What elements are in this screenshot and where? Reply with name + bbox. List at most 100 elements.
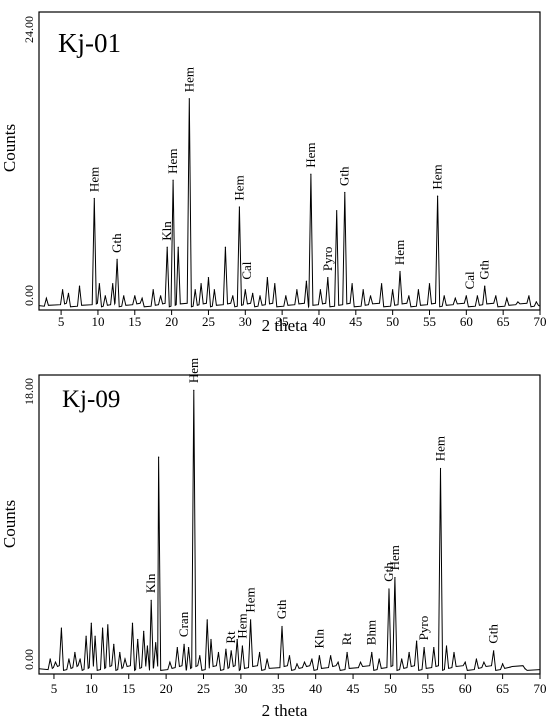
- peak-point: [318, 655, 321, 657]
- peak-point: [416, 640, 418, 642]
- peak-point: [436, 195, 439, 197]
- peak-point: [85, 635, 87, 637]
- peak-point: [94, 635, 96, 637]
- x-tick-label: 45: [347, 681, 360, 696]
- peak-point: [45, 297, 47, 299]
- peak-point: [207, 276, 210, 279]
- peak-point: [464, 661, 466, 663]
- peak-point: [146, 645, 149, 647]
- x-tick-label: 60: [460, 314, 473, 329]
- peak-point: [250, 619, 252, 621]
- y-max-label: 24.00: [22, 16, 36, 43]
- peak-point: [172, 179, 174, 181]
- peak-point: [378, 658, 380, 660]
- peak-point: [159, 295, 162, 297]
- peak-point: [454, 297, 456, 299]
- peak-point: [187, 646, 190, 649]
- peak-annotation: Gth: [274, 599, 289, 619]
- peak-point: [258, 651, 261, 654]
- y-axis-title: Counts: [0, 124, 19, 172]
- peak-point: [296, 289, 298, 291]
- peak-point: [143, 630, 145, 632]
- x-tick-label: 50: [386, 314, 399, 329]
- peak-point: [388, 588, 390, 590]
- peak-point: [224, 246, 227, 248]
- peak-point: [337, 661, 339, 663]
- peak-point: [123, 295, 125, 297]
- peak-point: [213, 289, 215, 291]
- peak-point: [380, 283, 383, 285]
- x-tick-label: 65: [497, 314, 510, 329]
- peak-annotation: Kln: [159, 221, 174, 241]
- peak-annotation: Hem: [181, 67, 196, 92]
- x-tick-label: 40: [312, 314, 325, 329]
- peak-point: [483, 661, 485, 663]
- peak-point: [200, 283, 202, 285]
- peak-annotation: Hem: [392, 240, 407, 265]
- x-tick-label: 50: [384, 681, 397, 696]
- peak-point: [252, 292, 254, 294]
- x-tick-label: 65: [496, 681, 509, 696]
- x-tick-label: 15: [128, 314, 141, 329]
- peak-point: [266, 276, 268, 279]
- chart-panel-1: 5 10 15 20 25 30 35 40 45 50 55 60 65 70 24.00 0.00 Coun…: [0, 11, 547, 335]
- peak-point: [210, 638, 212, 641]
- peak-annotation: Hem: [86, 167, 101, 192]
- peak-point: [68, 658, 70, 660]
- peak-annotation: Kln: [311, 628, 326, 648]
- peak-point: [305, 280, 308, 282]
- peak-point: [285, 295, 287, 297]
- peak-point: [369, 295, 372, 297]
- x-tick-label: 5: [58, 314, 65, 329]
- peak-annotation: Cal: [462, 271, 477, 289]
- peak-point: [244, 289, 246, 291]
- peak-point: [303, 661, 306, 663]
- x-tick-label: 20: [165, 314, 178, 329]
- peak-point: [417, 289, 420, 291]
- peak-point: [107, 624, 109, 626]
- peak-annotation: Pyro: [416, 616, 431, 641]
- sample-title: Kj-01: [58, 28, 121, 58]
- peak-point: [330, 655, 332, 657]
- peak-point: [274, 283, 276, 285]
- peak-point: [517, 301, 519, 303]
- peak-point: [176, 646, 178, 649]
- peak-point: [183, 643, 185, 645]
- peak-point: [399, 270, 401, 273]
- x-tick-label: 25: [202, 314, 215, 329]
- peak-point: [241, 645, 243, 647]
- peak-annotation: Hem: [387, 545, 402, 570]
- peak-point: [433, 646, 435, 649]
- peak-annotation: Gth: [337, 166, 352, 186]
- peak-point: [141, 297, 143, 299]
- x-axis-title: 2 theta: [262, 701, 308, 720]
- peak-point: [232, 295, 234, 297]
- peak-annotation: Hem: [165, 149, 180, 174]
- x-tick-label: 20: [160, 681, 173, 696]
- peak-point: [79, 658, 81, 660]
- peak-point: [408, 651, 410, 654]
- x-tick-label: 30: [239, 314, 252, 329]
- peak-point: [475, 658, 478, 660]
- peak-point: [259, 295, 261, 297]
- peak-point: [49, 658, 51, 660]
- peak-point: [439, 467, 442, 470]
- diffraction-trace: [38, 390, 541, 672]
- peak-point: [288, 655, 291, 657]
- peak-annotation: Hem: [303, 142, 318, 167]
- x-tick-label: 45: [349, 314, 362, 329]
- x-tick-label: 25: [197, 681, 210, 696]
- peak-point: [351, 283, 353, 285]
- peak-point: [296, 663, 298, 665]
- peak-point: [509, 666, 511, 668]
- sample-title: Kj-09: [62, 386, 120, 413]
- peak-point: [236, 638, 238, 641]
- peak-point: [428, 283, 431, 285]
- peak-point: [344, 191, 346, 194]
- x-tick-label: 55: [421, 681, 434, 696]
- peak-point: [134, 295, 136, 297]
- peak-point: [112, 283, 114, 285]
- peak-point: [131, 622, 134, 624]
- peak-point: [199, 655, 201, 657]
